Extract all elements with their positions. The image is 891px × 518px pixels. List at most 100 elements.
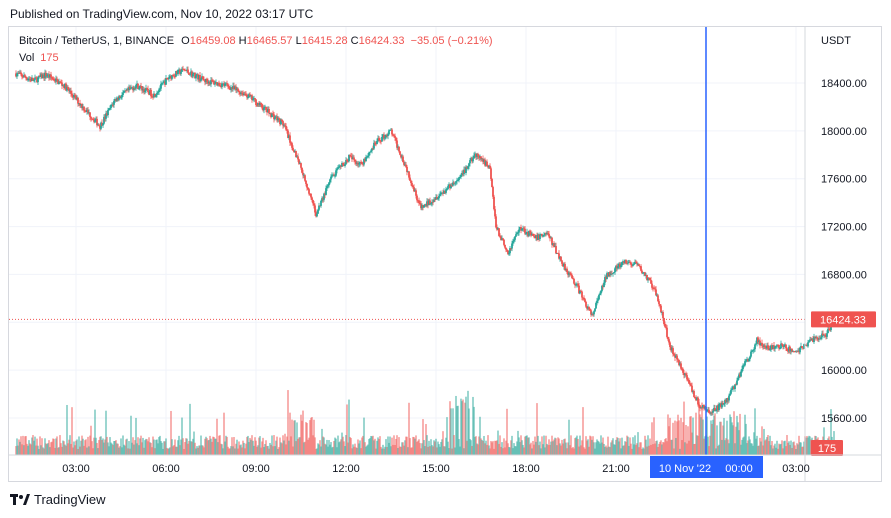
candle-body [314,205,316,213]
candle-body [120,97,122,99]
volume-bar [457,405,459,455]
candle-body [675,355,677,358]
candle-body [806,345,808,347]
volume-bar [24,436,26,455]
candle-body [407,171,409,173]
volume-bar [655,441,657,455]
low-value: 16415.28 [301,35,348,47]
time-axis[interactable]: 03:00 06:00 09:00 12:00 15:00 18:00 21:00 03:00… [9,454,882,478]
volume-bar [790,440,792,455]
candle-body [219,85,221,87]
candle-body [422,205,424,208]
candle-body [782,344,784,347]
volume-bar [688,440,690,455]
candle-body [414,190,416,192]
candle-body [760,342,762,346]
candle-body [286,129,288,131]
volume-bar [96,442,98,455]
candle-body [660,305,662,313]
candle-body [277,118,279,121]
candle-body [737,377,739,381]
volume-bar [173,445,175,455]
candle-body [448,184,450,187]
candle-body [285,125,287,130]
candle-body [366,156,368,158]
volume-bar [573,448,575,455]
volume-bar [664,439,666,455]
volume-bar [77,448,79,455]
volume-bar [541,436,543,455]
volume-bar [272,446,274,455]
volume-bar [28,440,30,455]
candle-body [627,262,629,264]
volume-bar [462,399,464,455]
volume-bar [155,439,157,455]
footer-brand[interactable]: TradingView [10,492,106,507]
candle-body [544,233,546,235]
volume-bar [118,447,120,455]
candle-body [453,182,455,184]
volume-bar [468,408,470,455]
candle-body [226,83,228,85]
candle-body [100,122,102,129]
volume-bar [159,435,161,455]
volume-bar [318,444,320,455]
candle-body [442,192,444,194]
candle-body [73,94,75,98]
volume-bar [18,439,20,455]
candle-body [197,74,199,80]
candle-body [167,78,169,80]
volume-bar [127,448,129,455]
candle-body [606,273,608,280]
candle-body [595,303,597,309]
volume-bar [66,404,68,455]
candle-body [519,227,521,230]
volume-bar [44,438,46,455]
volume-bar [326,439,328,455]
candle-body [15,73,17,77]
volume-bar [560,445,562,455]
volume-bar [366,445,368,455]
volume-bar [275,440,277,455]
candle-body [541,234,543,237]
candle-body [136,83,138,86]
candle-body [530,232,532,236]
price-axis[interactable]: USDT18400.0018000.0017600.0017200.001680… [804,27,876,481]
volume-bar [265,440,267,455]
volume-bar [86,447,88,455]
candle-body [34,77,36,80]
candle-body [383,134,385,139]
volume-bar [363,417,365,455]
volume-bar [497,430,499,455]
volume-bar [750,443,752,455]
volume-bar [641,448,643,455]
volume-bar [645,439,647,455]
volume-bar [213,437,215,455]
volume-bar [91,441,93,455]
candle-body [370,150,372,152]
candle-body [624,259,626,263]
candle-body [19,72,21,74]
candle-body [342,162,344,165]
candle-body [207,81,209,84]
candle-body [573,279,575,284]
candle-body [176,71,178,75]
volume-bar [752,445,754,455]
candle-body [505,247,507,250]
volume-bar [185,438,187,455]
volume-bar [128,441,130,455]
candle-body [692,391,694,392]
volume-bar [222,448,224,455]
candle-body [813,336,815,343]
volume-bar [122,435,124,455]
volume-bar [293,420,295,455]
volume-bar [501,442,503,455]
candle-body [186,69,188,71]
volume-bar [356,447,358,455]
candle-body [451,185,453,187]
volume-bar [23,445,25,455]
candle-body [325,188,327,195]
volume-bar [616,437,618,455]
candle-body [384,137,386,139]
